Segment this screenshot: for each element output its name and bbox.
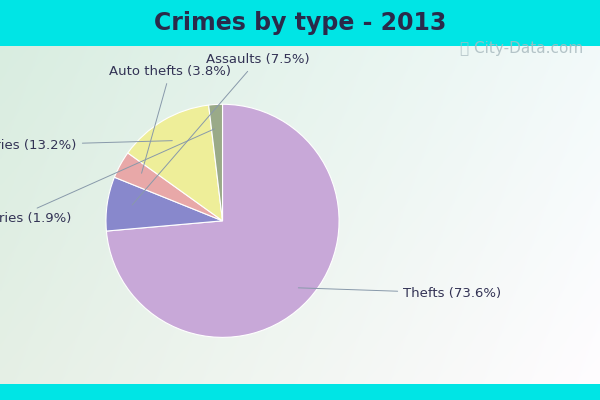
Bar <box>0 0 600 46</box>
Text: ⓘ City-Data.com: ⓘ City-Data.com <box>460 40 584 56</box>
Wedge shape <box>115 153 223 221</box>
Text: Auto thefts (3.8%): Auto thefts (3.8%) <box>109 65 231 173</box>
Text: Thefts (73.6%): Thefts (73.6%) <box>298 286 501 300</box>
Wedge shape <box>106 177 223 231</box>
Text: Assaults (7.5%): Assaults (7.5%) <box>132 54 309 205</box>
Text: Burglaries (13.2%): Burglaries (13.2%) <box>0 138 172 152</box>
Bar <box>0 384 600 400</box>
Text: Robberies (1.9%): Robberies (1.9%) <box>0 129 214 225</box>
Text: Crimes by type - 2013: Crimes by type - 2013 <box>154 11 446 35</box>
Wedge shape <box>128 105 223 221</box>
Wedge shape <box>209 104 223 221</box>
Wedge shape <box>106 104 339 337</box>
